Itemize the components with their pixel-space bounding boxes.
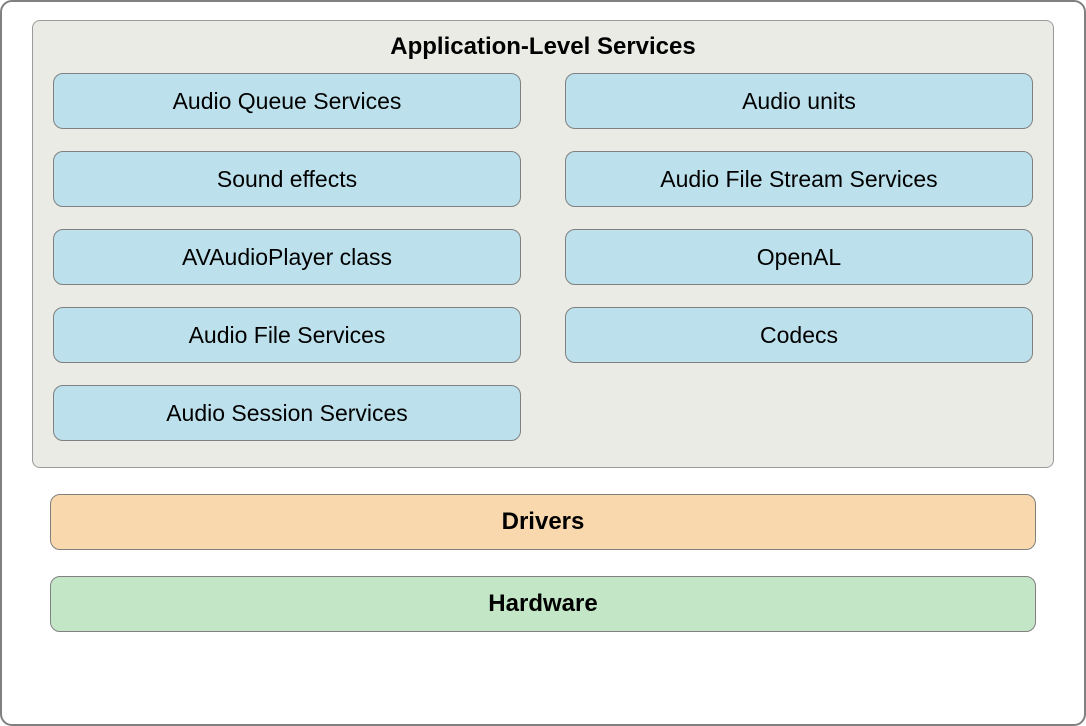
hardware-layer: Hardware [50, 576, 1036, 632]
service-item: Sound effects [53, 151, 521, 207]
service-item: Audio Queue Services [53, 73, 521, 129]
application-level-services-box: Application-Level Services Audio Queue S… [32, 20, 1054, 468]
diagram-outer-frame: Application-Level Services Audio Queue S… [0, 0, 1086, 726]
services-grid: Audio Queue Services Audio units Sound e… [53, 73, 1033, 441]
service-item: OpenAL [565, 229, 1033, 285]
application-level-title: Application-Level Services [53, 33, 1033, 61]
lower-layers: Drivers Hardware [32, 494, 1054, 632]
service-item: Codecs [565, 307, 1033, 363]
service-item: Audio File Stream Services [565, 151, 1033, 207]
service-item: AVAudioPlayer class [53, 229, 521, 285]
drivers-layer: Drivers [50, 494, 1036, 550]
service-item: Audio Session Services [53, 385, 521, 441]
service-item: Audio units [565, 73, 1033, 129]
service-item: Audio File Services [53, 307, 521, 363]
